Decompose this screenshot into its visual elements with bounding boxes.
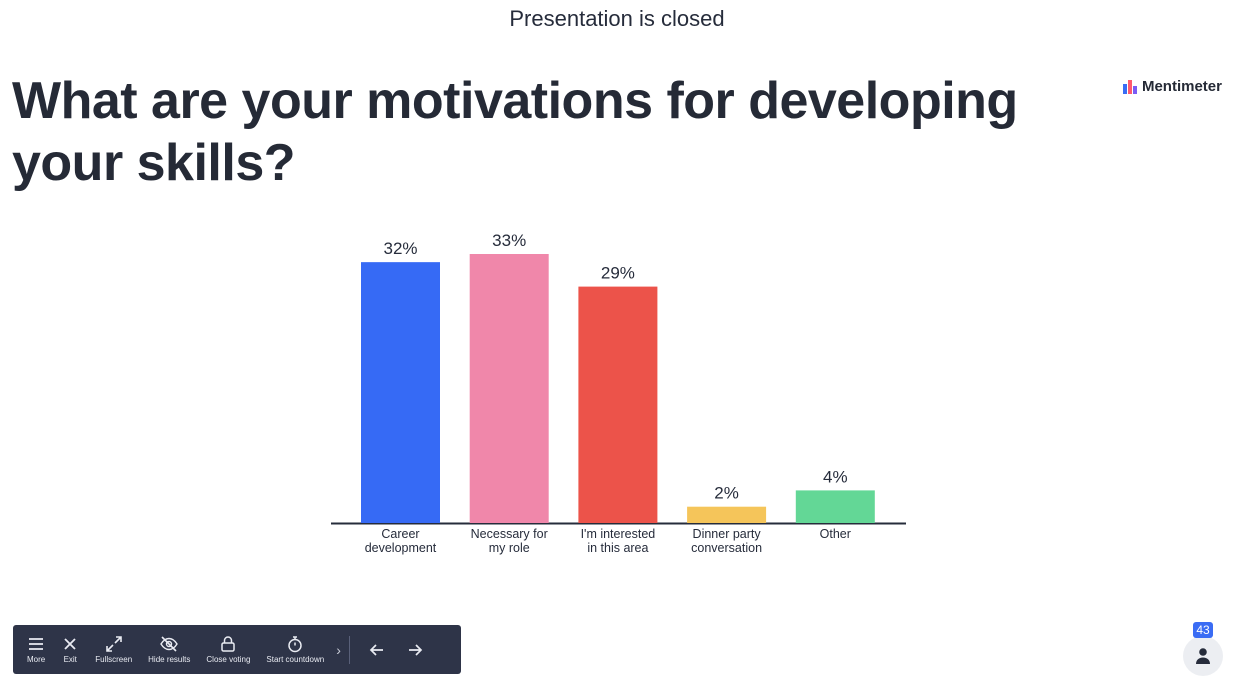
chart-bar — [361, 262, 440, 523]
presenter-toolbar: More Exit Fullscreen Hide results Close … — [13, 625, 461, 674]
toolbar-expand-chevron-icon[interactable]: › — [336, 641, 341, 658]
chart-bar — [469, 254, 549, 523]
arrow-right-icon — [408, 643, 423, 656]
menu-icon — [29, 638, 44, 650]
more-button[interactable]: More — [19, 625, 53, 674]
eye-off-icon — [160, 636, 179, 652]
audience-indicator[interactable]: 43 — [1182, 620, 1224, 676]
bar-value-label: 33% — [492, 231, 526, 250]
category-label: Necessary for — [471, 527, 548, 541]
hide-results-button[interactable]: Hide results — [140, 625, 198, 674]
audience-avatar[interactable] — [1183, 636, 1223, 676]
category-label: Other — [820, 527, 851, 541]
category-label: in this area — [587, 541, 648, 555]
timer-icon — [288, 636, 303, 653]
audience-count-badge: 43 — [1193, 622, 1213, 638]
mentimeter-logo-icon — [1122, 79, 1137, 94]
exit-label: Exit — [63, 655, 77, 664]
brand-name: Mentimeter — [1141, 78, 1222, 95]
bar-value-label: 29% — [601, 264, 635, 283]
chart-bar — [795, 490, 875, 523]
category-label: development — [365, 541, 437, 555]
person-icon — [1196, 648, 1210, 664]
brand-logo: Mentimeter — [1122, 78, 1222, 95]
close-voting-button[interactable]: Close voting — [198, 625, 258, 674]
category-label: conversation — [691, 541, 762, 555]
hide-results-label: Hide results — [148, 655, 191, 664]
exit-button[interactable]: Exit — [53, 625, 87, 674]
lock-icon — [221, 636, 236, 652]
arrow-left-icon — [369, 643, 383, 656]
chart-bar — [578, 286, 658, 523]
start-countdown-label: Start countdown — [266, 655, 325, 664]
more-label: More — [27, 655, 46, 664]
close-voting-label: Close voting — [206, 655, 251, 664]
close-icon — [64, 638, 76, 650]
bar-value-label: 32% — [383, 239, 417, 258]
bar-value-label: 4% — [823, 467, 848, 486]
start-countdown-button[interactable]: Start countdown — [258, 625, 332, 674]
fullscreen-icon — [105, 636, 122, 652]
toolbar-divider — [348, 635, 350, 664]
fullscreen-button[interactable]: Fullscreen — [87, 625, 140, 674]
previous-slide-button[interactable] — [358, 625, 396, 674]
bar-value-label: 2% — [714, 484, 739, 503]
fullscreen-label: Fullscreen — [95, 655, 133, 664]
presentation-status: Presentation is closed — [509, 6, 725, 31]
slide-question: What are your motivations for developing… — [12, 72, 1018, 192]
chart-bar — [687, 506, 767, 523]
category-label: I'm interested — [581, 527, 656, 541]
category-label: Career — [381, 527, 419, 541]
category-label: Dinner party — [693, 527, 762, 541]
next-slide-button[interactable] — [396, 625, 434, 674]
category-label: my role — [489, 541, 530, 555]
